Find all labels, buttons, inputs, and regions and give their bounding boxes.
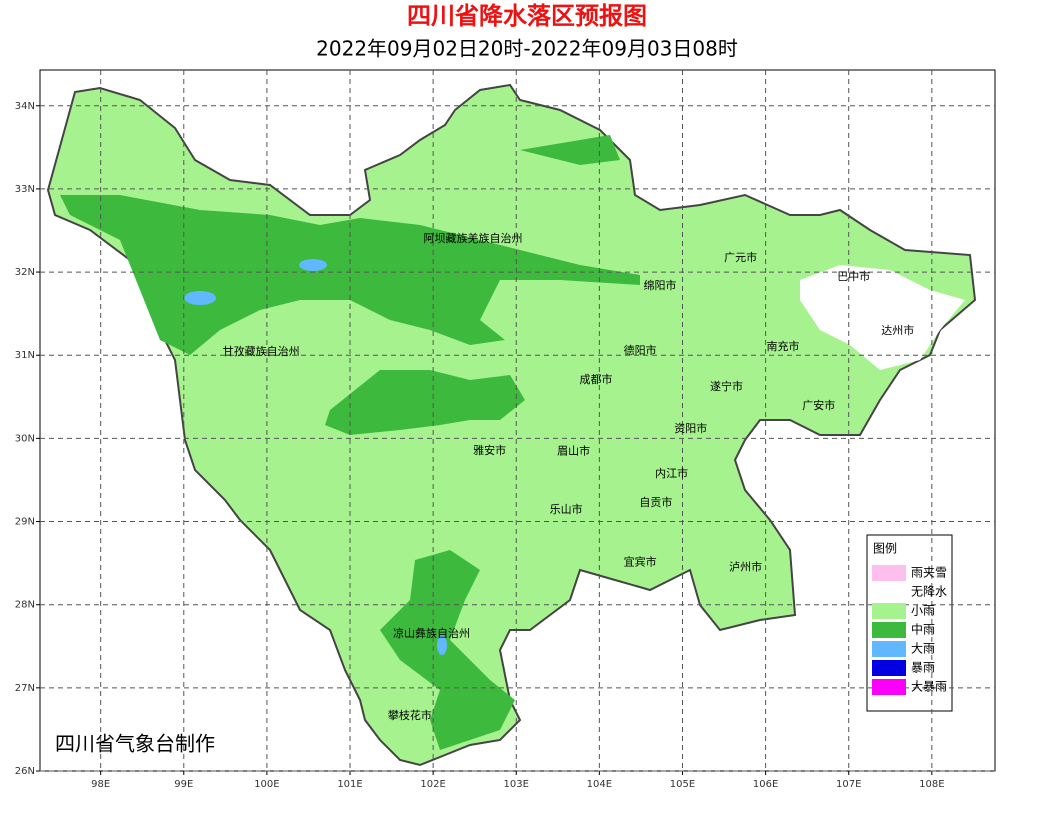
place-label: 宜宾市 (624, 554, 657, 568)
map-title: 四川省降水落区预报图 (407, 2, 647, 30)
legend-title: 图例 (873, 542, 897, 556)
moderate-rain-area (60, 195, 640, 355)
y-tick-label: 31N (15, 350, 35, 361)
legend-swatch (872, 679, 906, 695)
x-tick-label: 103E (504, 779, 529, 790)
heavy-rain-area (299, 259, 327, 271)
legend-swatch (872, 622, 906, 638)
legend-label: 雨夹雪 (911, 566, 947, 580)
place-label: 自贡市 (639, 495, 672, 509)
place-label: 攀枝花市 (388, 708, 432, 722)
y-tick-label: 30N (15, 433, 35, 444)
place-label: 广安市 (802, 398, 835, 412)
place-label: 凉山彝族自治州 (393, 626, 470, 640)
x-tick-label: 106E (753, 779, 778, 790)
place-label: 甘孜藏族自治州 (223, 344, 300, 358)
legend-label: 大暴雨 (911, 680, 947, 694)
y-tick-label: 34N (15, 101, 35, 112)
place-label: 达州市 (881, 323, 914, 337)
credit: 四川省气象台制作 (55, 732, 215, 756)
legend-label: 无降水 (911, 585, 947, 599)
place-label: 阿坝藏族羌族自治州 (424, 231, 523, 245)
x-tick-label: 104E (587, 779, 612, 790)
x-tick-label: 105E (670, 779, 695, 790)
legend-swatch (872, 660, 906, 676)
legend-label: 大雨 (911, 642, 935, 656)
precipitation-areas (46, 83, 977, 767)
place-label: 资阳市 (674, 421, 707, 435)
legend-label: 中雨 (911, 622, 935, 637)
place-label: 乐山市 (550, 502, 583, 516)
place-label: 内江市 (655, 466, 688, 480)
y-tick-label: 28N (15, 600, 35, 611)
y-tick-label: 32N (15, 267, 35, 278)
moderate-rain-area (380, 550, 515, 750)
place-label: 巴中市 (837, 269, 870, 283)
place-label: 绵阳市 (644, 278, 677, 292)
y-tick-label: 33N (15, 184, 35, 195)
legend-swatch (872, 603, 906, 619)
legend-swatch (872, 641, 906, 657)
y-tick-label: 27N (15, 683, 35, 694)
place-label: 雅安市 (473, 443, 506, 457)
y-tick-label: 26N (15, 766, 35, 777)
legend-swatch (872, 565, 906, 581)
legend-label: 暴雨 (911, 661, 935, 675)
x-tick-label: 100E (254, 779, 279, 790)
moderate-rain-area (325, 370, 525, 435)
x-tick-label: 99E (174, 779, 193, 790)
x-tick-label: 101E (337, 779, 362, 790)
place-label: 成都市 (580, 372, 613, 386)
x-tick-label: 98E (91, 779, 110, 790)
place-label: 泸州市 (729, 559, 762, 573)
legend-label: 小雨 (911, 604, 935, 618)
x-tick-label: 102E (420, 779, 445, 790)
legend-swatch (872, 584, 906, 600)
heavy-rain-area (184, 291, 216, 305)
x-tick-label: 107E (836, 779, 861, 790)
province-light-rain (46, 83, 977, 767)
y-tick-label: 29N (15, 517, 35, 528)
place-label: 眉山市 (557, 444, 590, 458)
no-rain-area (200, 520, 230, 560)
place-label: 遂宁市 (710, 379, 743, 393)
place-label: 广元市 (724, 250, 757, 264)
no-rain-area (800, 265, 965, 370)
place-label: 德阳市 (624, 343, 657, 357)
map-subtitle: 2022年09月02日20时-2022年09月03日08时 (316, 37, 738, 61)
moderate-rain-area (520, 135, 620, 165)
x-tick-label: 108E (919, 779, 944, 790)
heavy-rain-area (437, 635, 447, 655)
place-label: 南充市 (767, 339, 800, 353)
